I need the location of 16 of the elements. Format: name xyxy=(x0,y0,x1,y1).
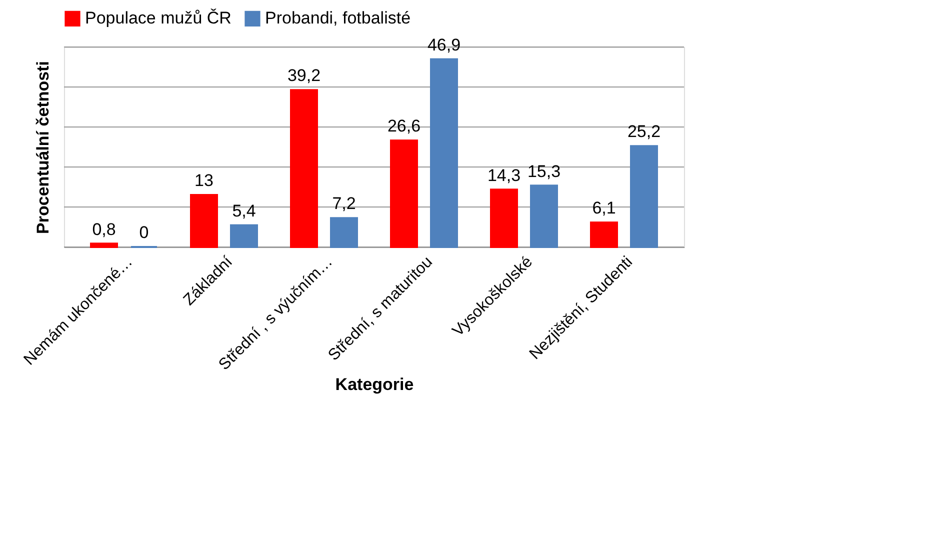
data-label: 46,9 xyxy=(427,35,461,54)
data-label: 7,2 xyxy=(332,194,356,214)
data-label: 0 xyxy=(139,223,149,242)
data-label: 26,6 xyxy=(387,116,421,136)
data-label: 0,8 xyxy=(92,220,116,239)
x-axis-title: Kategorie xyxy=(335,374,414,394)
data-label: 39,2 xyxy=(287,66,321,86)
data-label: 25,2 xyxy=(627,122,661,142)
data-label: 14,3 xyxy=(487,166,521,185)
legend-label: Populace mužů ČR xyxy=(85,8,232,28)
data-label: 13 xyxy=(194,171,214,190)
y-axis-title: Procentuální četnosti xyxy=(34,61,52,234)
legend-label: Probandi, fotbalisté xyxy=(265,8,411,28)
data-label: 15,3 xyxy=(527,162,561,181)
data-label: 6,1 xyxy=(592,198,616,218)
data-label: 5,4 xyxy=(232,201,256,220)
